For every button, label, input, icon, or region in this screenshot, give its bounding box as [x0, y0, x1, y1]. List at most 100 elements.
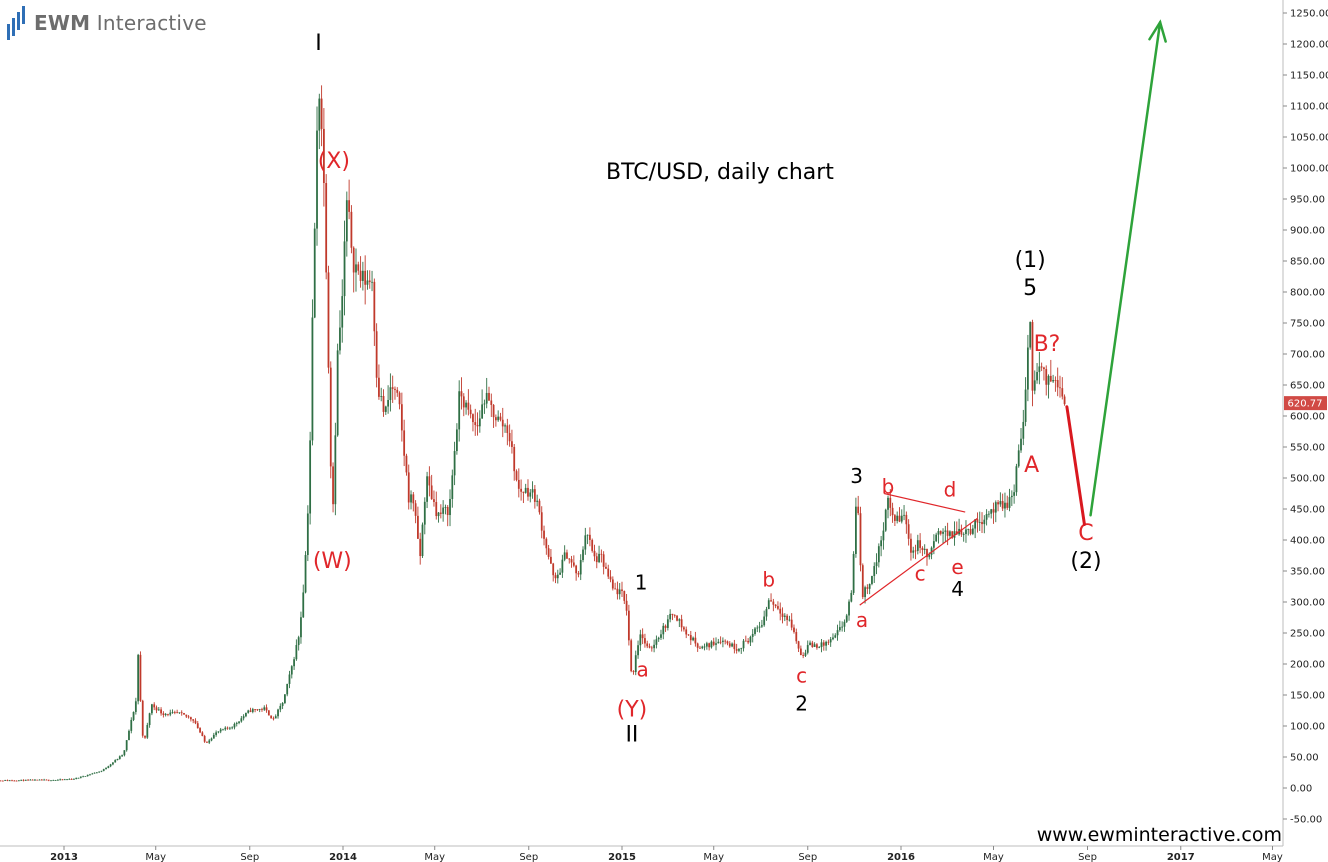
red-projection-line	[1065, 405, 1086, 526]
candle-body	[900, 515, 903, 522]
candle-body	[511, 441, 513, 447]
candle-body	[123, 750, 126, 756]
candle	[575, 564, 578, 581]
candle	[212, 732, 215, 739]
candle	[827, 639, 830, 646]
candle-body	[625, 600, 628, 611]
candle	[848, 599, 850, 621]
candle	[923, 544, 926, 555]
candle	[705, 641, 708, 650]
candle-body	[240, 718, 243, 722]
candle	[795, 628, 798, 644]
candle	[82, 775, 85, 778]
candle-body	[483, 403, 486, 405]
candle	[63, 778, 66, 781]
candle	[875, 553, 878, 575]
candle-body	[1022, 421, 1025, 439]
candle	[233, 722, 236, 730]
candle-body	[20, 779, 23, 781]
candle-body	[410, 494, 412, 503]
candle	[529, 489, 532, 503]
candle	[742, 638, 745, 652]
candle	[955, 521, 958, 536]
candle	[134, 697, 137, 715]
candle-body	[875, 562, 878, 567]
candle-body	[572, 562, 575, 566]
wave-label: (W)	[313, 549, 352, 574]
candle-body	[387, 399, 389, 407]
y-tick-label: 850.00	[1290, 257, 1325, 268]
candle	[614, 582, 617, 590]
candle	[50, 780, 52, 782]
candle-body	[281, 702, 284, 706]
candle-body	[1015, 466, 1018, 493]
candle-body	[414, 503, 417, 516]
candle-body	[999, 501, 1002, 505]
candle-body	[217, 731, 220, 733]
candle	[247, 709, 250, 714]
candle	[426, 471, 428, 509]
candle-body	[112, 762, 114, 765]
candle	[1038, 351, 1041, 385]
candle-body	[403, 430, 406, 456]
candle-body	[300, 617, 302, 638]
y-tick-label: 0.00	[1290, 784, 1312, 795]
candle-body	[983, 519, 986, 525]
candle-body	[430, 485, 433, 500]
candle-body	[350, 211, 353, 248]
candle-body	[942, 531, 944, 534]
y-axis: -50.00 0.00 50.00 100.00 150.00 200.00 250.00 3…	[1282, 0, 1328, 846]
candle	[27, 779, 29, 781]
candle-body	[56, 779, 59, 781]
candle-body	[545, 538, 548, 549]
candle	[485, 377, 488, 409]
wave-label: A	[1024, 453, 1039, 478]
candle-body	[254, 709, 256, 710]
candle-body	[132, 711, 135, 720]
y-tick-label: 700.00	[1290, 350, 1325, 361]
candle-body	[224, 727, 227, 730]
candle-body	[618, 589, 621, 595]
candle-body	[671, 613, 674, 615]
candle	[400, 392, 403, 442]
candle	[249, 707, 252, 713]
candle-body	[678, 619, 681, 621]
candle-body	[1061, 388, 1064, 397]
candle-body	[887, 497, 889, 510]
candle-body	[916, 540, 919, 551]
candle-body	[405, 455, 408, 473]
candle-body	[756, 627, 759, 629]
candle-body	[621, 589, 623, 591]
candle	[61, 779, 64, 781]
candle	[981, 512, 983, 533]
candle	[632, 670, 635, 675]
candle	[1045, 365, 1048, 396]
candle	[719, 636, 722, 645]
candle	[816, 643, 818, 650]
candle	[366, 270, 369, 290]
candle-body	[939, 531, 942, 534]
candle	[311, 299, 314, 446]
y-tick-label: 200.00	[1290, 660, 1325, 671]
candle	[428, 466, 431, 497]
candle	[513, 443, 516, 481]
candle	[600, 549, 603, 563]
y-tick-label: 250.00	[1290, 629, 1325, 640]
candle	[128, 729, 130, 741]
candle-body	[584, 535, 587, 550]
candle	[974, 519, 977, 539]
candle	[850, 590, 853, 603]
candle	[20, 779, 23, 782]
candle	[270, 715, 273, 719]
candle-body	[235, 722, 238, 724]
candle	[293, 656, 295, 670]
candle	[139, 651, 142, 702]
candle-body	[738, 649, 740, 651]
candle	[313, 222, 316, 319]
candle	[841, 621, 844, 632]
candle	[75, 777, 78, 780]
candle	[751, 629, 754, 643]
candle-body	[637, 645, 639, 656]
chart-title: BTC/USD, daily chart	[606, 160, 834, 185]
candle	[673, 614, 676, 618]
